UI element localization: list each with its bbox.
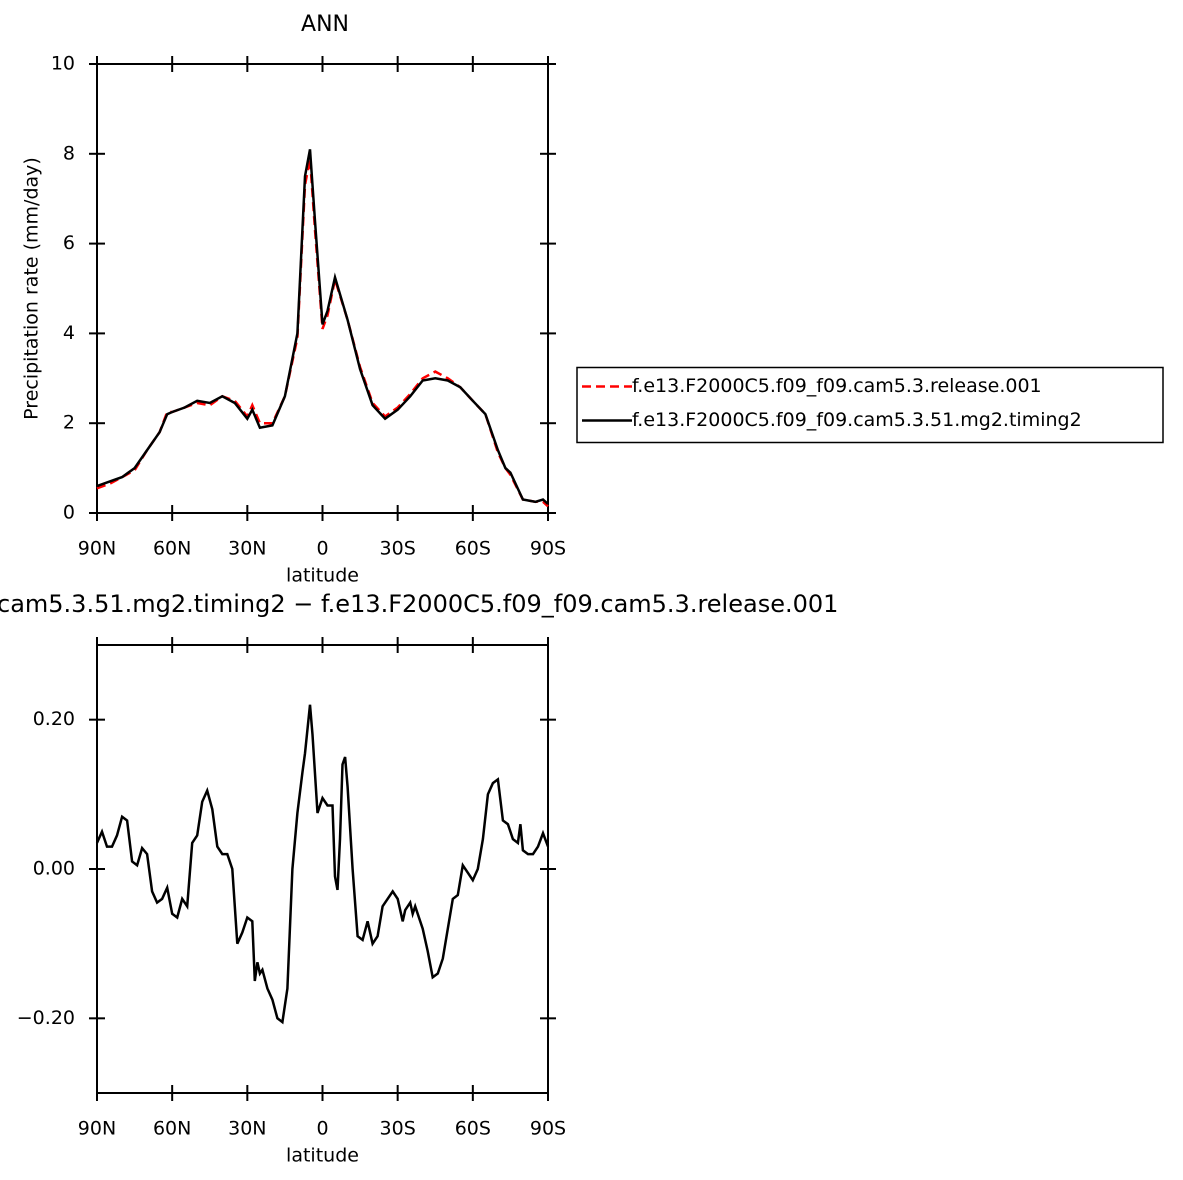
- x-axis-label: latitude: [286, 1145, 359, 1167]
- x-tick-label: 90S: [530, 1118, 566, 1140]
- x-tick-label: 60S: [455, 538, 491, 560]
- x-axis-label: latitude: [286, 565, 359, 587]
- legend-box: [576, 366, 1164, 444]
- x-tick-label: 30S: [380, 1118, 416, 1140]
- x-tick-label: 90S: [530, 538, 566, 560]
- chart-title: cam5.3.51.mg2.timing2 − f.e13.F2000C5.f0…: [0, 590, 838, 618]
- plot-frame: [96, 644, 549, 1094]
- y-tick-label: 8: [63, 142, 75, 164]
- legend-label: f.e13.F2000C5.f09_f09.cam5.3.51.mg2.timi…: [632, 409, 1082, 431]
- x-tick-label: 90N: [78, 1118, 116, 1140]
- x-tick-label: 30N: [228, 538, 266, 560]
- x-tick-label: 30S: [380, 538, 416, 560]
- plot-frame: [96, 63, 549, 514]
- x-tick-label: 60N: [153, 1118, 191, 1140]
- x-tick-label: 90N: [78, 538, 116, 560]
- x-tick-label: 0: [316, 538, 328, 560]
- y-tick-label: 0.20: [33, 708, 75, 730]
- x-tick-label: 60S: [455, 1118, 491, 1140]
- y-tick-label: 0.00: [33, 858, 75, 880]
- y-tick-label: 10: [51, 53, 75, 75]
- y-tick-label: 6: [63, 232, 75, 254]
- x-tick-label: 0: [316, 1118, 328, 1140]
- y-tick-label: 0: [63, 502, 75, 524]
- x-tick-label: 60N: [153, 538, 191, 560]
- legend-label: f.e13.F2000C5.f09_f09.cam5.3.release.001: [632, 375, 1042, 397]
- chart-title: ANN: [301, 12, 349, 37]
- y-tick-label: 4: [63, 322, 75, 344]
- data-line: [96, 158, 549, 508]
- y-tick-label: 2: [63, 412, 75, 434]
- data-line: [95, 704, 550, 1025]
- y-tick-label: −0.20: [17, 1007, 75, 1029]
- x-tick-label: 30N: [228, 1118, 266, 1140]
- y-axis-label: Precipitation rate (mm/day): [21, 157, 43, 420]
- data-line: [96, 149, 549, 505]
